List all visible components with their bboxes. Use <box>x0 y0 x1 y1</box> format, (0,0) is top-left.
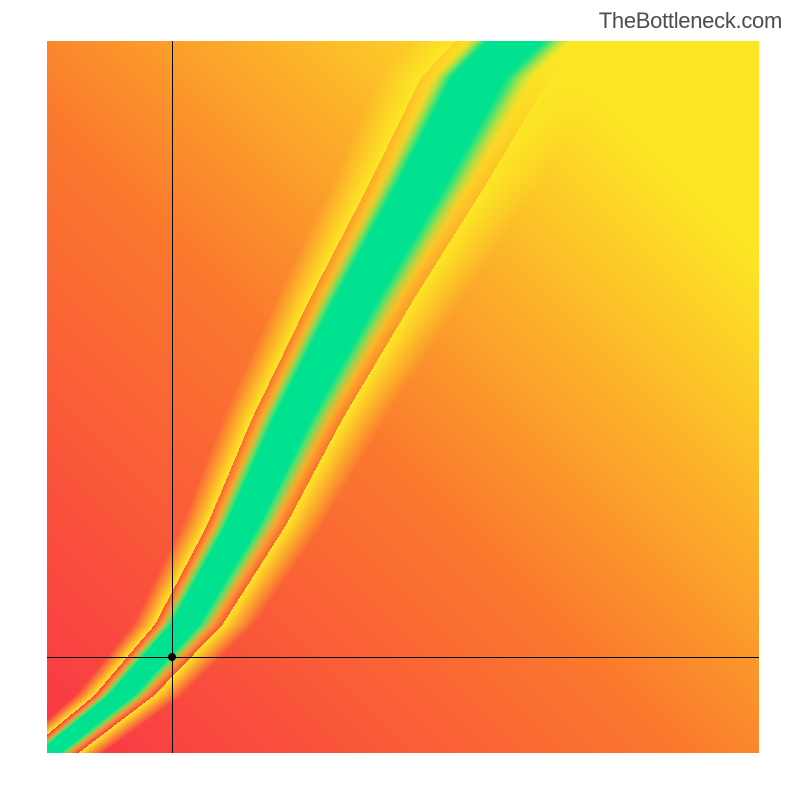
heatmap-canvas <box>47 41 759 753</box>
crosshair-vertical <box>172 41 173 753</box>
chart-container: TheBottleneck.com <box>0 0 800 800</box>
plot-area <box>47 41 759 753</box>
watermark-text: TheBottleneck.com <box>599 8 782 34</box>
point-marker <box>168 653 176 661</box>
crosshair-horizontal <box>47 657 759 658</box>
